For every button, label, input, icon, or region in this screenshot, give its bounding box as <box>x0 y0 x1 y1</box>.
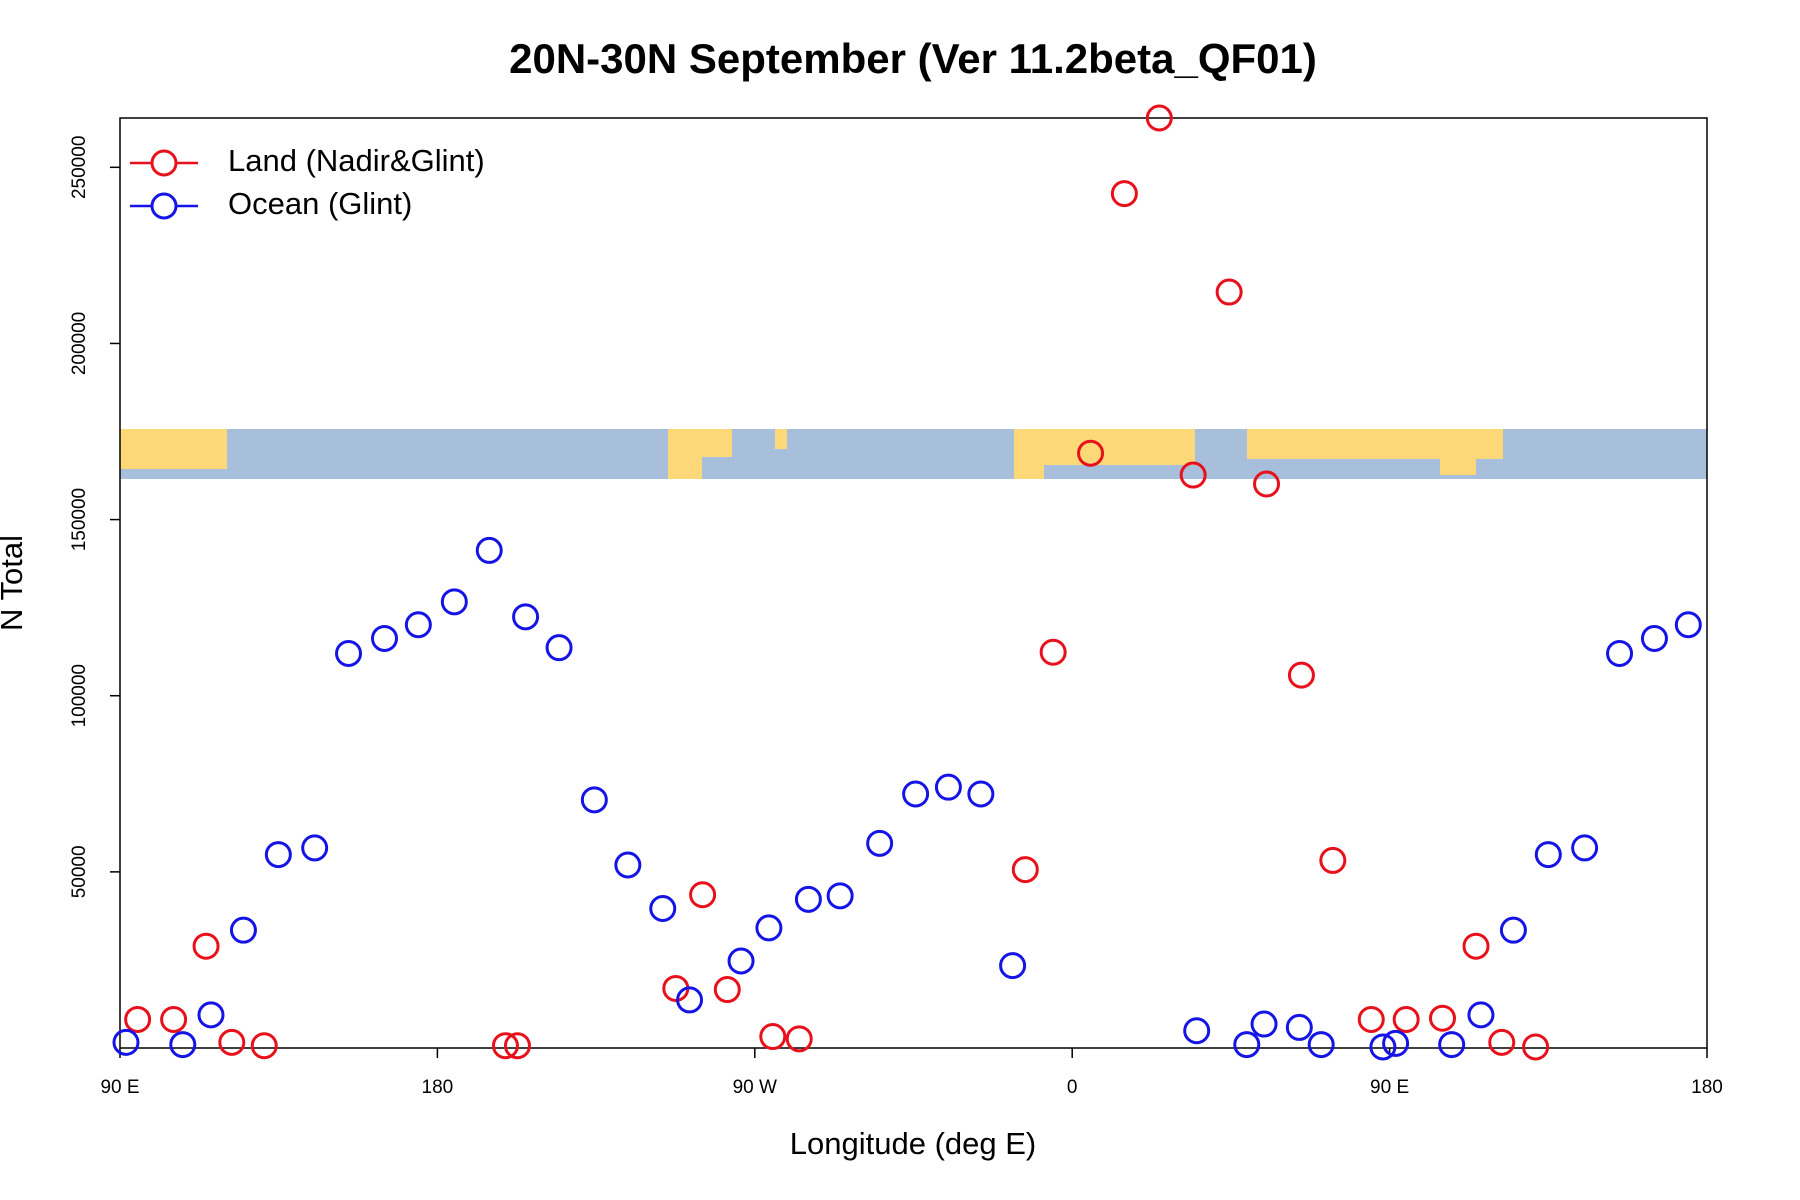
point <box>512 603 540 631</box>
point <box>1357 1005 1385 1033</box>
point <box>264 841 292 869</box>
point <box>1233 1031 1261 1059</box>
point <box>1488 1028 1516 1056</box>
point <box>1250 1010 1278 1038</box>
point <box>580 786 608 814</box>
point <box>1319 846 1347 874</box>
point <box>866 829 894 857</box>
point <box>1392 1005 1420 1033</box>
x-tick-label: 0 <box>1067 1077 1078 1098</box>
point <box>335 639 363 667</box>
point <box>218 1028 246 1056</box>
point <box>826 882 854 910</box>
y-tick-label: 250000 <box>69 136 90 199</box>
point <box>1077 439 1105 467</box>
map-band <box>120 429 1707 479</box>
point <box>689 881 717 909</box>
y-tick-label: 150000 <box>69 488 90 551</box>
point <box>1011 856 1039 884</box>
point <box>1640 624 1668 652</box>
point <box>440 588 468 616</box>
point <box>1534 841 1562 869</box>
point <box>1429 1004 1456 1032</box>
point <box>229 916 257 944</box>
point <box>192 932 220 960</box>
y-axis-label: N Total <box>0 535 29 631</box>
point <box>197 1001 225 1029</box>
point <box>1307 1031 1335 1059</box>
point <box>1438 1031 1466 1059</box>
x-axis-label: Longitude (deg E) <box>790 1126 1036 1161</box>
point <box>371 624 398 652</box>
x-tick-label: 180 <box>1691 1077 1723 1098</box>
map-land <box>1247 429 1503 459</box>
point <box>1462 932 1490 960</box>
point <box>491 1032 519 1060</box>
point <box>545 634 573 662</box>
point <box>404 611 432 639</box>
plot-frame <box>119 117 1708 1049</box>
point <box>1522 1033 1550 1061</box>
map-land <box>702 429 732 457</box>
chart-title: 20N-30N September (Ver 11.2beta_QF01) <box>509 35 1317 82</box>
point <box>301 834 329 862</box>
point <box>1110 180 1138 208</box>
point <box>1145 104 1173 132</box>
map-land <box>120 429 227 469</box>
point <box>999 952 1027 980</box>
y-tick-label: 200000 <box>69 312 90 375</box>
x-tick-label: 90 E <box>1370 1077 1409 1098</box>
point <box>713 976 741 1004</box>
legend-marker <box>150 149 178 177</box>
point <box>1179 461 1207 489</box>
point <box>1467 1001 1495 1029</box>
point <box>475 536 503 564</box>
y-tick-label: 50000 <box>69 845 90 898</box>
point <box>1369 1033 1397 1061</box>
x-tick-label: 180 <box>422 1077 454 1098</box>
point <box>649 895 677 922</box>
point <box>112 1028 140 1056</box>
point <box>169 1031 197 1059</box>
point <box>503 1032 531 1060</box>
x-tick-label: 90 E <box>100 1077 139 1098</box>
point <box>785 1025 813 1053</box>
x-tick-label: 90 W <box>733 1077 777 1098</box>
y-tick-label: 100000 <box>69 664 90 727</box>
point <box>759 1023 787 1051</box>
legend-label: Ocean (Glint) <box>228 186 412 221</box>
point <box>755 914 783 942</box>
point <box>1253 470 1281 498</box>
map-land <box>1014 429 1044 479</box>
point <box>1674 611 1702 639</box>
point <box>1571 834 1599 862</box>
point <box>934 773 962 801</box>
point <box>1606 639 1634 667</box>
map-land <box>668 429 702 479</box>
point <box>124 1005 152 1033</box>
point <box>902 780 930 808</box>
point <box>727 947 755 975</box>
point <box>614 851 642 879</box>
point <box>676 986 704 1014</box>
map-land <box>1040 429 1195 465</box>
point <box>160 1005 188 1033</box>
legend-marker <box>150 192 178 220</box>
point <box>250 1032 278 1060</box>
point <box>1499 916 1527 944</box>
point <box>794 885 822 913</box>
point <box>1287 661 1315 689</box>
legend-label: Land (Nadir&Glint) <box>228 143 485 178</box>
point <box>1285 1013 1313 1041</box>
map-land <box>775 429 787 449</box>
map-land <box>1440 459 1476 475</box>
point <box>1215 278 1243 306</box>
point <box>1039 638 1067 666</box>
point <box>1183 1017 1211 1045</box>
point <box>1382 1029 1410 1057</box>
point <box>967 780 995 808</box>
